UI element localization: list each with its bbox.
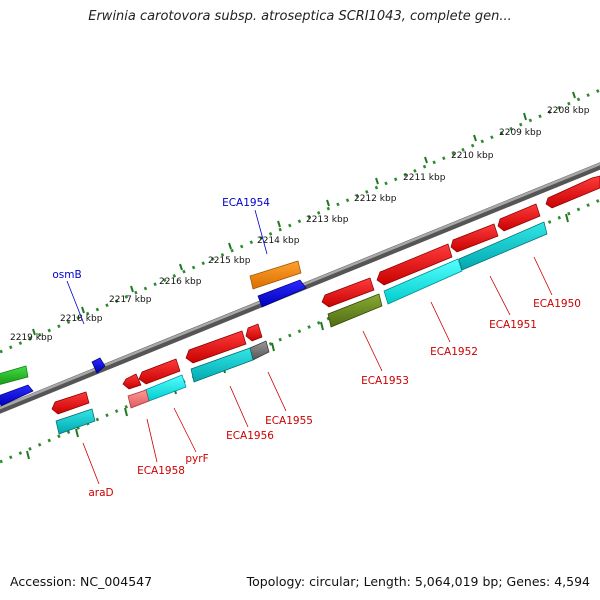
gene-label-ECA1955[interactable]: ECA1955 <box>265 415 313 427</box>
scale-label-2210: 2210 kbp <box>451 151 494 161</box>
scale-label-2216: 2216 kbp <box>159 277 202 287</box>
outer-major-ticks <box>32 91 576 336</box>
cds-block-green <box>0 365 29 385</box>
scale-label-2215: 2215 kbp <box>208 256 251 266</box>
gene-label-ECA1954[interactable]: ECA1954 <box>222 197 270 209</box>
cds-block-red-9 <box>122 373 142 390</box>
cds-block-red-6 <box>245 323 263 342</box>
gene-label-ECA1952[interactable]: ECA1952 <box>430 346 478 358</box>
scale-label-2219: 2219 kbp <box>10 333 53 343</box>
cds-block-red-1 <box>545 175 600 209</box>
scale-label-2212: 2212 kbp <box>354 194 397 204</box>
scale-label-2213: 2213 kbp <box>306 215 349 225</box>
cds-block-red-4 <box>376 243 453 286</box>
scale-label-2211: 2211 kbp <box>403 173 446 183</box>
map-title: Erwinia carotovora subsp. atroseptica SC… <box>88 9 512 24</box>
scale-label-2208: 2208 kbp <box>547 106 590 116</box>
accession-text: Accession: NC_004547 <box>10 574 153 589</box>
olive-block <box>327 293 383 328</box>
cds-block-red-2 <box>497 203 541 232</box>
reverse-features-row1 <box>51 175 600 415</box>
grey-block <box>249 340 270 361</box>
genome-summary-text: Topology: circular; Length: 5,064,019 bp… <box>246 574 590 589</box>
cyan-block-2 <box>383 258 463 305</box>
scale-label-2209: 2209 kbp <box>499 128 542 138</box>
gene-label-ECA1951[interactable]: ECA1951 <box>489 319 537 331</box>
cyan-block-1 <box>458 221 548 271</box>
scale-label-2214: 2214 kbp <box>257 236 300 246</box>
gene-label-ECA1956[interactable]: ECA1956 <box>226 430 274 442</box>
cds-block-blue-left <box>0 384 34 407</box>
cyan-block-3 <box>190 347 254 383</box>
cyan-block-5 <box>55 408 96 435</box>
scale-label-2218: 2218 kbp <box>60 314 103 324</box>
inner-scale-track <box>0 198 600 464</box>
cds-block-red-3 <box>450 223 499 253</box>
cds-block-red-5 <box>321 277 375 308</box>
forward-features <box>0 260 307 407</box>
gene-label-pyrF[interactable]: pyrF <box>185 453 208 465</box>
pink-block <box>127 389 150 409</box>
outer-scale-track <box>0 88 600 354</box>
gene-label-ECA1958[interactable]: ECA1958 <box>137 465 185 477</box>
ECA1954-cds <box>257 279 307 308</box>
reverse-features-row2 <box>55 221 548 435</box>
cds-block-red-10 <box>51 391 90 415</box>
gene-label-ECA1953[interactable]: ECA1953 <box>361 375 409 387</box>
cds-block-red-8 <box>138 358 181 385</box>
scale-label-2217: 2217 kbp <box>109 295 152 305</box>
cds-block-red-7 <box>185 330 247 364</box>
osmB-cds <box>91 357 106 374</box>
leader-lines <box>66 209 553 485</box>
gene-label-ECA1950[interactable]: ECA1950 <box>533 298 581 310</box>
orange-feature <box>249 260 302 290</box>
gene-label-osmB[interactable]: osmB <box>52 269 81 281</box>
gene-label-araD[interactable]: araD <box>88 487 113 499</box>
